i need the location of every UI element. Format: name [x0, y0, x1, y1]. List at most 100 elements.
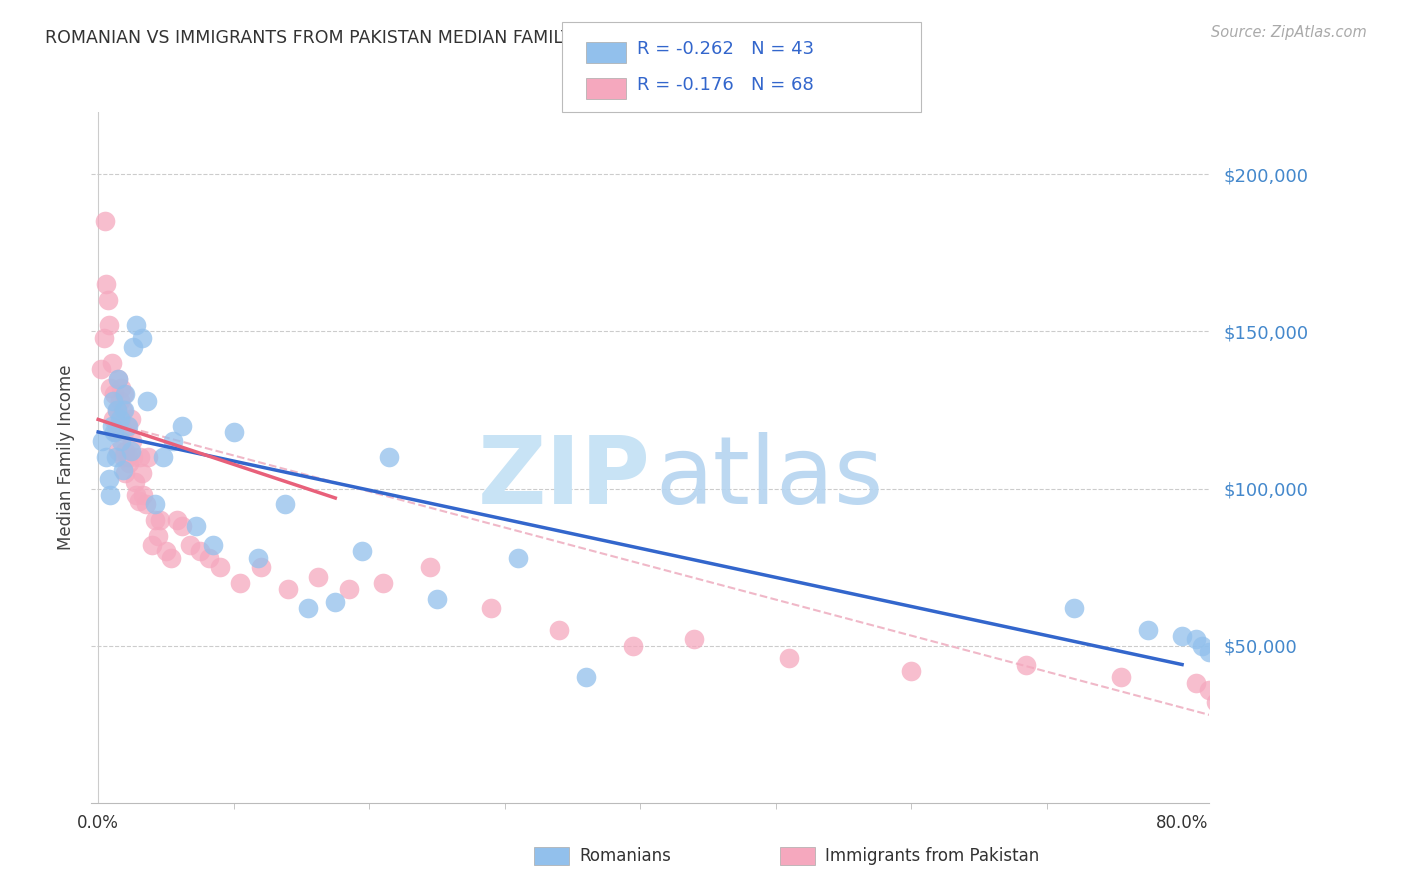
Point	[125, 318, 148, 333]
Point	[128, 494, 150, 508]
Point	[209, 560, 232, 574]
Point	[143, 497, 166, 511]
Point	[107, 371, 129, 385]
Point	[115, 418, 138, 433]
Point	[778, 651, 800, 665]
Point	[1184, 676, 1206, 690]
Point	[179, 538, 201, 552]
Point	[103, 387, 125, 401]
Point	[152, 450, 174, 465]
Point	[172, 418, 194, 433]
Point	[125, 488, 148, 502]
Point	[160, 550, 183, 565]
Text: ROMANIAN VS IMMIGRANTS FROM PAKISTAN MEDIAN FAMILY INCOME CORRELATION CHART: ROMANIAN VS IMMIGRANTS FROM PAKISTAN MED…	[45, 29, 841, 46]
Point	[274, 497, 297, 511]
Point	[93, 331, 115, 345]
Point	[94, 214, 117, 228]
Point	[121, 434, 143, 449]
Point	[135, 497, 157, 511]
Point	[479, 601, 502, 615]
Text: atlas: atlas	[655, 432, 884, 524]
Point	[378, 450, 401, 465]
Point	[122, 340, 145, 354]
Point	[146, 529, 169, 543]
Point	[120, 443, 142, 458]
Point	[124, 475, 146, 490]
Point	[575, 670, 598, 684]
Point	[118, 457, 141, 471]
Point	[100, 418, 122, 433]
Point	[111, 463, 134, 477]
Point	[131, 331, 153, 345]
Point	[105, 403, 128, 417]
Point	[98, 318, 121, 333]
Point	[1184, 632, 1206, 647]
Point	[117, 418, 139, 433]
Point	[90, 362, 112, 376]
Point	[112, 387, 135, 401]
Point	[202, 538, 225, 552]
Point	[277, 582, 299, 596]
Point	[114, 443, 136, 458]
Point	[352, 544, 374, 558]
Point	[96, 277, 118, 292]
Point	[198, 550, 221, 565]
Point	[110, 381, 132, 395]
Text: Source: ZipAtlas.com: Source: ZipAtlas.com	[1211, 25, 1367, 40]
Point	[547, 623, 569, 637]
Point	[229, 575, 252, 590]
Point	[136, 450, 159, 465]
Point	[112, 403, 135, 417]
Point	[249, 560, 271, 574]
Point	[108, 412, 131, 426]
Point	[188, 544, 211, 558]
Point	[104, 425, 127, 439]
Point	[683, 632, 706, 647]
Point	[426, 591, 449, 606]
Point	[900, 664, 922, 678]
Text: Immigrants from Pakistan: Immigrants from Pakistan	[825, 847, 1039, 865]
Point	[107, 443, 129, 458]
Text: Romanians: Romanians	[579, 847, 671, 865]
Point	[96, 450, 118, 465]
Point	[307, 569, 329, 583]
Point	[247, 550, 270, 565]
Point	[222, 425, 245, 439]
Point	[1015, 657, 1038, 672]
Point	[132, 488, 155, 502]
Point	[508, 550, 530, 565]
Y-axis label: Median Family Income: Median Family Income	[56, 365, 75, 549]
Point	[172, 519, 194, 533]
Point	[110, 412, 132, 426]
Point	[323, 595, 346, 609]
Point	[111, 450, 134, 465]
Point	[143, 513, 166, 527]
Point	[297, 601, 319, 615]
Point	[141, 538, 163, 552]
Text: R = -0.176   N = 68: R = -0.176 N = 68	[637, 77, 814, 95]
Point	[105, 403, 128, 417]
Point	[166, 513, 188, 527]
Point	[108, 393, 131, 408]
Point	[110, 434, 132, 449]
Point	[112, 425, 135, 439]
Point	[91, 434, 114, 449]
Point	[1191, 639, 1213, 653]
Point	[337, 582, 360, 596]
Point	[111, 403, 134, 417]
Point	[122, 450, 145, 465]
Text: R = -0.262   N = 43: R = -0.262 N = 43	[637, 40, 814, 58]
Point	[98, 472, 121, 486]
Point	[162, 434, 184, 449]
Point	[1137, 623, 1160, 637]
Point	[100, 356, 122, 370]
Point	[117, 450, 139, 465]
Point	[1198, 682, 1220, 697]
Point	[98, 381, 121, 395]
Point	[136, 393, 159, 408]
Point	[98, 488, 121, 502]
Point	[155, 544, 177, 558]
Point	[107, 371, 129, 385]
Point	[1205, 695, 1227, 709]
Point	[129, 450, 152, 465]
